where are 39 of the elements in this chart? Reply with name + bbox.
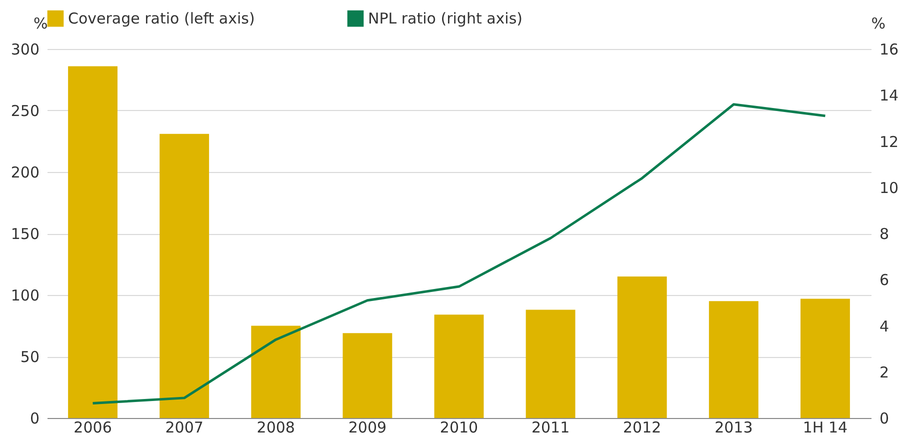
bar (617, 276, 667, 418)
line-series (92, 103, 826, 404)
y-axis-title: % (34, 14, 48, 32)
x-tick-label: 2007 (165, 418, 204, 436)
y-tick-label: 0 (30, 410, 40, 428)
legend-label: Coverage ratio (left axis) (68, 10, 255, 28)
x-tick-label: 2010 (440, 418, 478, 436)
x-tick-label: 1H 14 (802, 418, 848, 436)
y2-tick-label: 16 (880, 40, 899, 58)
x-tick-label: 2009 (348, 418, 387, 436)
legend-label: NPL ratio (right axis) (368, 10, 523, 28)
y-tick-label: 150 (10, 225, 40, 243)
bar (434, 314, 484, 418)
y2-tick-label: 12 (880, 132, 899, 151)
y2-tick-label: 4 (880, 317, 890, 336)
y2-tick-label: 10 (880, 178, 899, 197)
y-tick-label: 250 (10, 102, 40, 120)
y-tick-label: 50 (20, 348, 40, 366)
x-tick-label: 2013 (714, 418, 753, 436)
bar (68, 66, 118, 418)
y-tick-label: 200 (10, 164, 40, 182)
y2-tick-label: 2 (880, 363, 890, 382)
bar (526, 310, 576, 418)
y2-axis-title: % (871, 14, 886, 32)
y-tick-label: 100 (10, 286, 40, 304)
y2-tick-label: 0 (880, 410, 890, 428)
x-tick-label: 2006 (74, 418, 112, 436)
bar (800, 298, 850, 418)
y2-tick-label: 8 (880, 225, 890, 243)
bar (708, 301, 758, 418)
y-tick-label: 300 (10, 40, 40, 58)
bar (342, 333, 392, 418)
x-tick-label: 2011 (531, 418, 570, 436)
bar (251, 326, 301, 418)
bar (160, 134, 210, 418)
x-tick-label: 2012 (623, 418, 662, 436)
y2-tick-label: 14 (880, 86, 899, 105)
x-tick-label: 2008 (256, 418, 295, 436)
y2-tick-label: 6 (880, 271, 890, 290)
